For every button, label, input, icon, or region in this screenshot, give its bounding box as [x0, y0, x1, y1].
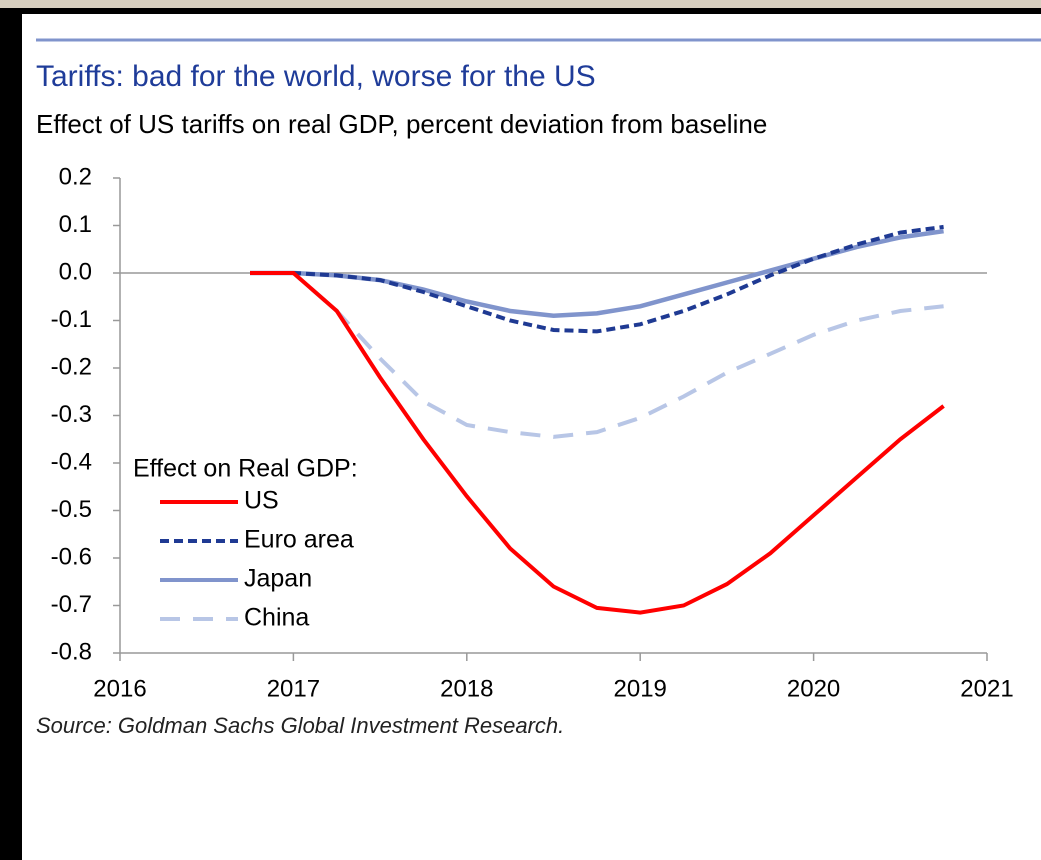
- y-tick-label: -0.2: [51, 353, 92, 380]
- source-note: Source: Goldman Sachs Global Investment …: [36, 713, 564, 738]
- y-tick-label: 0.1: [59, 211, 92, 238]
- y-tick-label: -0.8: [51, 638, 92, 665]
- y-tick-label: -0.5: [51, 496, 92, 523]
- x-tick-label: 2021: [960, 675, 1013, 702]
- legend-label: Euro area: [244, 526, 354, 554]
- x-tick-label: 2017: [267, 675, 320, 702]
- chart-title: Tariffs: bad for the world, worse for th…: [36, 60, 596, 93]
- x-tick-label: 2016: [93, 675, 146, 702]
- series-line: [250, 271, 944, 439]
- panel: [22, 14, 1041, 860]
- x-tick-label: 2019: [614, 675, 667, 702]
- x-tick-label: 2020: [787, 675, 840, 702]
- legend-label: China: [244, 604, 309, 632]
- y-tick-label: -0.1: [51, 306, 92, 333]
- y-tick-label: -0.3: [51, 401, 92, 428]
- legend-label: Japan: [244, 565, 312, 593]
- chart-subtitle: Effect of US tariffs on real GDP, percen…: [36, 109, 767, 139]
- y-tick-label: -0.7: [51, 591, 92, 618]
- legend-label: US: [244, 487, 279, 515]
- x-tick-label: 2018: [440, 675, 493, 702]
- y-tick-label: -0.6: [51, 543, 92, 570]
- outer-edge: [0, 0, 1041, 8]
- y-tick-label: 0.0: [59, 258, 92, 285]
- series-line: [250, 271, 945, 615]
- y-tick-label: -0.4: [51, 448, 92, 475]
- y-tick-label: 0.2: [59, 163, 92, 190]
- legend-title: Effect on Real GDP:: [133, 455, 358, 483]
- series-line: [250, 224, 944, 334]
